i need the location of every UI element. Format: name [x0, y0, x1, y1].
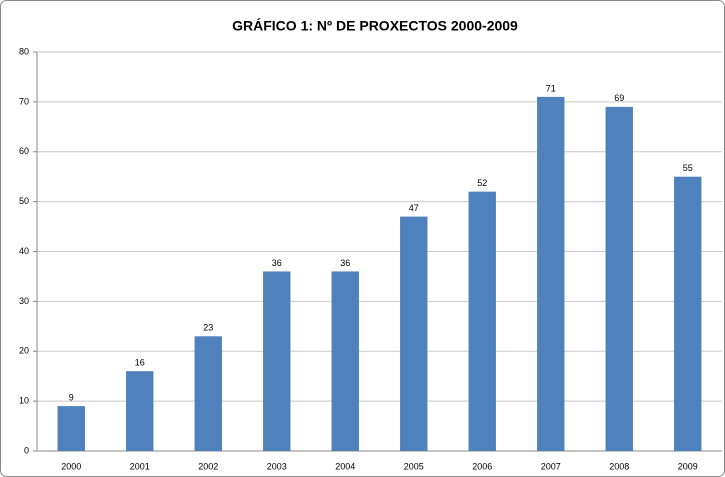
y-tick-label: 10 [19, 396, 29, 406]
bar [194, 336, 222, 451]
data-label: 23 [203, 323, 213, 333]
chart-title: GRÁFICO 1: Nº DE PROXECTOS 2000-2009 [232, 18, 518, 34]
x-tick-label: 2009 [678, 461, 698, 471]
data-label: 16 [135, 358, 145, 368]
x-tick-label: 2004 [335, 461, 355, 471]
y-tick-label: 20 [19, 346, 29, 356]
data-label: 47 [409, 203, 419, 213]
data-label: 69 [614, 93, 624, 103]
bar [674, 176, 702, 451]
data-label: 36 [340, 258, 350, 268]
bar [468, 191, 496, 451]
bar [263, 271, 291, 451]
y-tick-label: 50 [19, 196, 29, 206]
bar [400, 216, 428, 451]
x-tick-label: 2008 [609, 461, 629, 471]
y-tick-label: 0 [24, 445, 29, 455]
x-tick-label: 2001 [130, 461, 150, 471]
y-tick-label: 80 [19, 46, 29, 56]
x-tick-label: 2003 [267, 461, 287, 471]
bar [537, 96, 565, 451]
x-tick-label: 2005 [404, 461, 424, 471]
y-tick-label: 60 [19, 146, 29, 156]
y-tick-label: 30 [19, 296, 29, 306]
y-tick-label: 40 [19, 246, 29, 256]
x-tick-label: 2007 [541, 461, 561, 471]
bar [331, 271, 359, 451]
bar [126, 371, 154, 451]
data-label: 55 [683, 163, 693, 173]
data-label: 52 [477, 178, 487, 188]
x-tick-label: 2006 [472, 461, 492, 471]
data-label: 71 [546, 83, 556, 93]
y-tick-label: 70 [19, 96, 29, 106]
x-tick-label: 2002 [198, 461, 218, 471]
data-label: 36 [272, 258, 282, 268]
bar [57, 406, 85, 451]
data-label: 9 [69, 392, 74, 402]
x-tick-label: 2000 [61, 461, 81, 471]
bar [605, 106, 633, 452]
